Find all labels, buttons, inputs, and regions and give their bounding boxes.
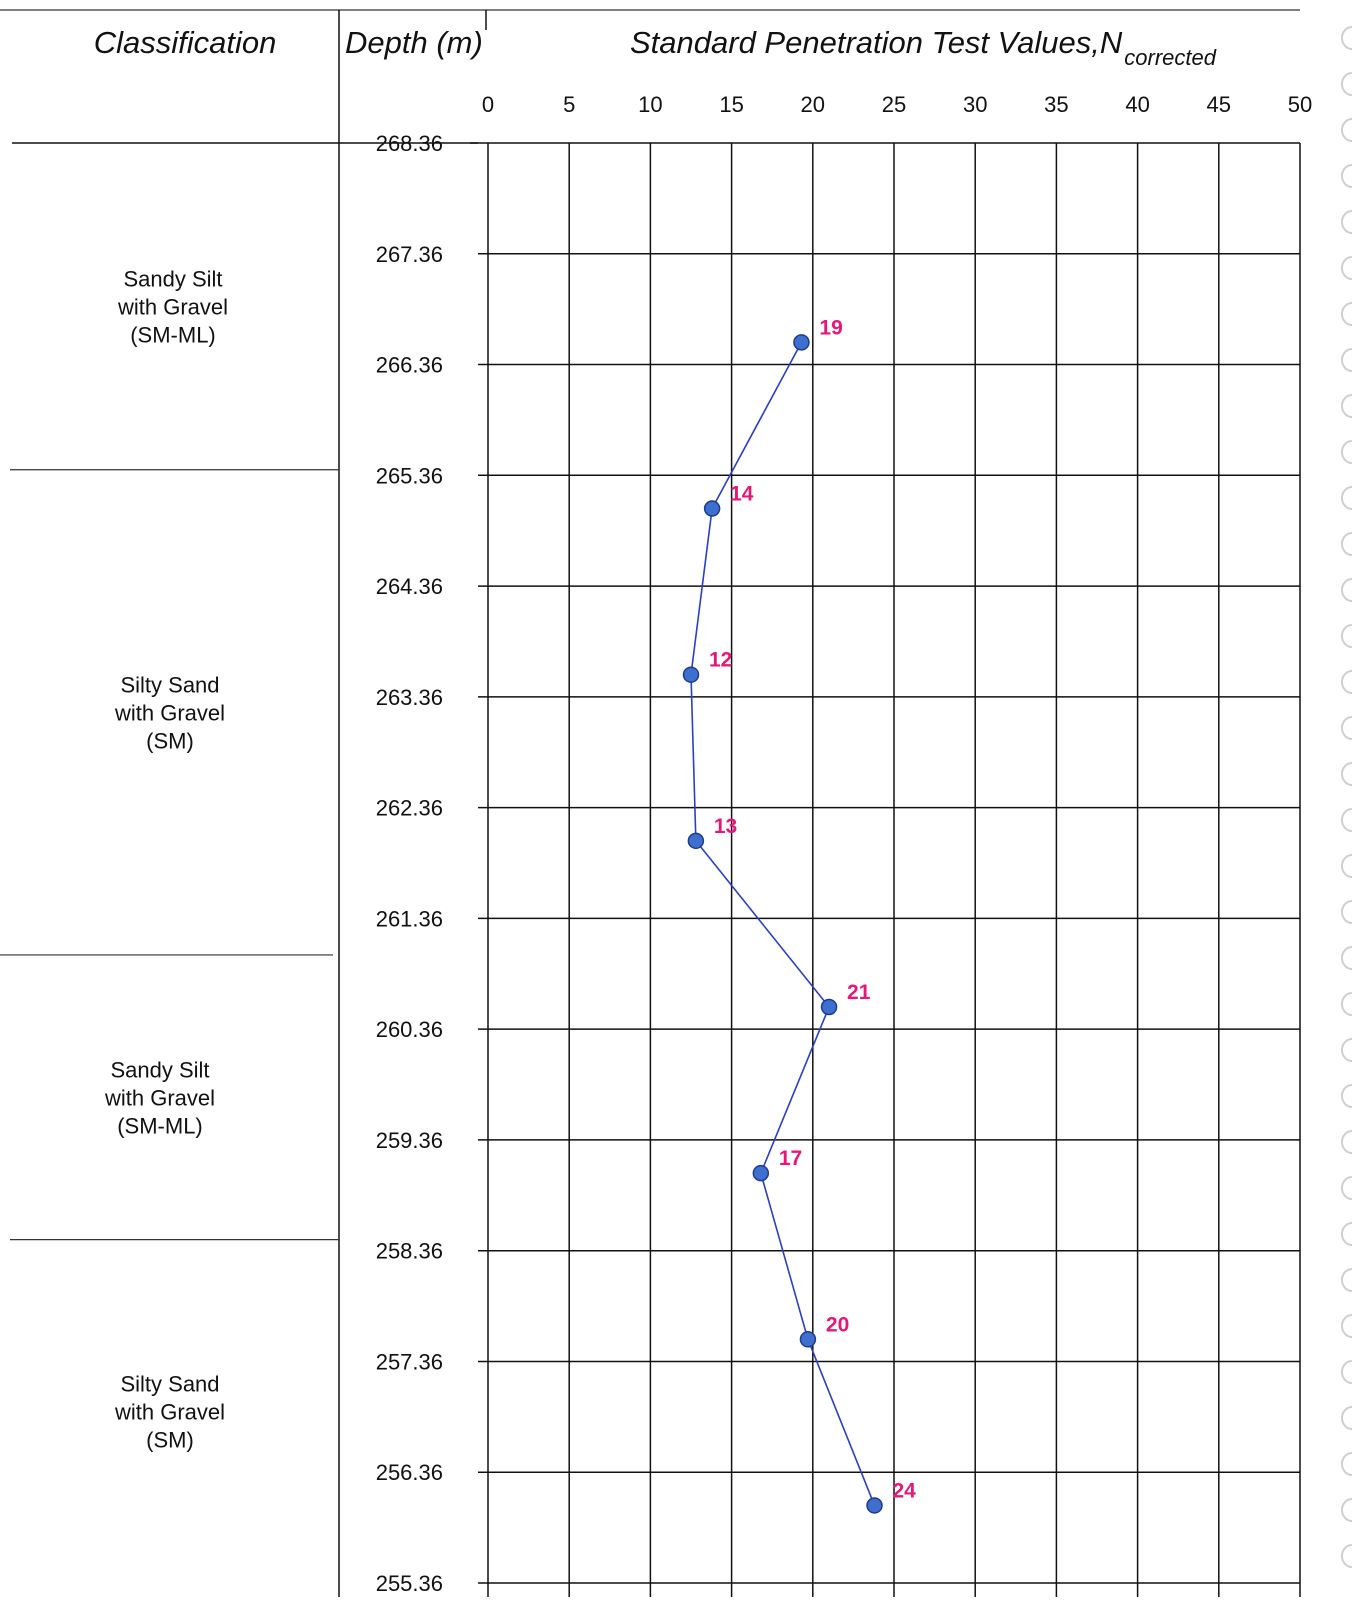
- spt-point: [820, 998, 838, 1016]
- grid: 0 5 10 15 20 25 30 35 40 45 50 268.36 267.36 266.36 26…: [376, 92, 1312, 1597]
- depth-label: 257.36: [376, 1349, 443, 1374]
- binding-ring: [1341, 486, 1353, 510]
- binding-ring: [1341, 256, 1353, 280]
- spt-title-main: Standard Penetration Test Values,N: [630, 25, 1123, 60]
- classification-layers: Sandy Silt with Gravel (SM-ML) Silty Sand wi…: [0, 266, 339, 1452]
- spt-point: [866, 1497, 883, 1514]
- spt-point: [793, 334, 810, 351]
- layer-label-line: with Gravel: [114, 1399, 225, 1424]
- layer-label-line: Sandy Silt: [123, 266, 222, 291]
- layer-label-line: (SM): [146, 1427, 194, 1452]
- depth-label: 261.36: [376, 906, 443, 931]
- binding-ring: [1341, 164, 1353, 188]
- spt-value-label: 13: [714, 815, 737, 838]
- binding-ring: [1341, 1084, 1353, 1108]
- spt-point: [687, 832, 705, 850]
- binding-ring: [1341, 1360, 1353, 1384]
- binding-ring: [1341, 762, 1353, 786]
- x-tick-label: 35: [1044, 92, 1068, 117]
- layer-label-line: Silty Sand: [120, 1371, 219, 1396]
- binding-ring: [1341, 1176, 1353, 1200]
- spt-value-label: 21: [847, 981, 871, 1004]
- depth-label: 263.36: [376, 685, 443, 710]
- spt-line: [690, 342, 876, 1506]
- binding-ring: [1341, 670, 1353, 694]
- layer-label-line: with Gravel: [114, 700, 225, 725]
- layer-label-line: (SM-ML): [117, 1113, 203, 1138]
- layer-label-line: with Gravel: [104, 1085, 215, 1110]
- binding-ring: [1341, 578, 1353, 602]
- depth-label: 265.36: [376, 463, 443, 488]
- binding-ring: [1341, 854, 1353, 878]
- binding-ring: [1341, 302, 1353, 326]
- spt-value-label: 19: [819, 316, 842, 339]
- binding-ring: [1341, 624, 1353, 648]
- x-tick-label: 5: [563, 92, 575, 117]
- depth-label: 264.36: [376, 574, 443, 599]
- binding-ring: [1341, 118, 1353, 142]
- depth-label: 256.36: [376, 1460, 443, 1485]
- binding-ring: [1341, 210, 1353, 234]
- depth-label: 259.36: [376, 1128, 443, 1153]
- spt-value-label: 24: [893, 1479, 917, 1502]
- depth-label: 268.36: [376, 131, 443, 156]
- spt-point: [703, 500, 721, 517]
- binding-ring: [1341, 946, 1353, 970]
- depth-label: 262.36: [376, 796, 443, 821]
- binding-ring: [1341, 532, 1353, 556]
- layer-label-line: Sandy Silt: [110, 1057, 209, 1082]
- binding-ring: [1341, 1452, 1353, 1476]
- spt-point: [752, 1164, 770, 1182]
- depth-label: 266.36: [376, 353, 443, 378]
- depth-header: Depth (m): [345, 25, 483, 60]
- depth-label: 267.36: [376, 242, 443, 267]
- spt-title-subscript: corrected: [1124, 45, 1216, 70]
- x-tick-label: 45: [1207, 92, 1231, 117]
- binding-ring: [1341, 348, 1353, 372]
- spt-value-label: 12: [709, 649, 732, 672]
- depth-label: 258.36: [376, 1239, 443, 1264]
- binding-ring: [1341, 1038, 1353, 1062]
- x-tick-label: 10: [638, 92, 662, 117]
- x-tick-label: 20: [801, 92, 825, 117]
- layer-label-line: Silty Sand: [120, 672, 219, 697]
- binding-ring: [1341, 1544, 1353, 1568]
- layer-label-line: (SM-ML): [130, 322, 216, 347]
- binding-ring: [1341, 1222, 1353, 1246]
- spt-value-label: 17: [779, 1147, 802, 1170]
- spt-point: [682, 666, 700, 683]
- binding-ring: [1341, 900, 1353, 924]
- binding-ring: [1341, 1130, 1353, 1154]
- layer-label-line: with Gravel: [117, 294, 228, 319]
- binding-ring: [1341, 72, 1353, 96]
- binding-ring: [1341, 808, 1353, 832]
- classification-header: Classification: [94, 25, 277, 60]
- layer-label-line: (SM): [146, 728, 194, 753]
- depth-label: 260.36: [376, 1017, 443, 1042]
- x-tick-label: 30: [963, 92, 987, 117]
- x-tick-label: 25: [882, 92, 906, 117]
- spt-value-label: 14: [730, 483, 754, 506]
- binding-ring: [1341, 716, 1353, 740]
- x-tick-label: 15: [719, 92, 743, 117]
- binding-ring: [1341, 1406, 1353, 1430]
- spt-value-label: 20: [826, 1313, 849, 1336]
- binding-ring: [1341, 26, 1353, 50]
- x-tick-label: 0: [482, 92, 494, 117]
- depth-label: 255.36: [376, 1571, 443, 1596]
- spt-series: 19 14 12 13 21 17 20 24: [682, 316, 917, 1514]
- binding-ring: [1341, 440, 1353, 464]
- binding-rings: [1341, 26, 1353, 1568]
- binding-ring: [1341, 1498, 1353, 1522]
- binding-ring: [1341, 992, 1353, 1016]
- x-tick-label: 40: [1125, 92, 1149, 117]
- x-tick-label: 50: [1288, 92, 1312, 117]
- binding-ring: [1341, 394, 1353, 418]
- spt-title: Standard Penetration Test Values,Ncorrec…: [630, 25, 1217, 70]
- binding-ring: [1341, 1314, 1353, 1338]
- spt-point: [799, 1331, 817, 1348]
- binding-ring: [1341, 1268, 1353, 1292]
